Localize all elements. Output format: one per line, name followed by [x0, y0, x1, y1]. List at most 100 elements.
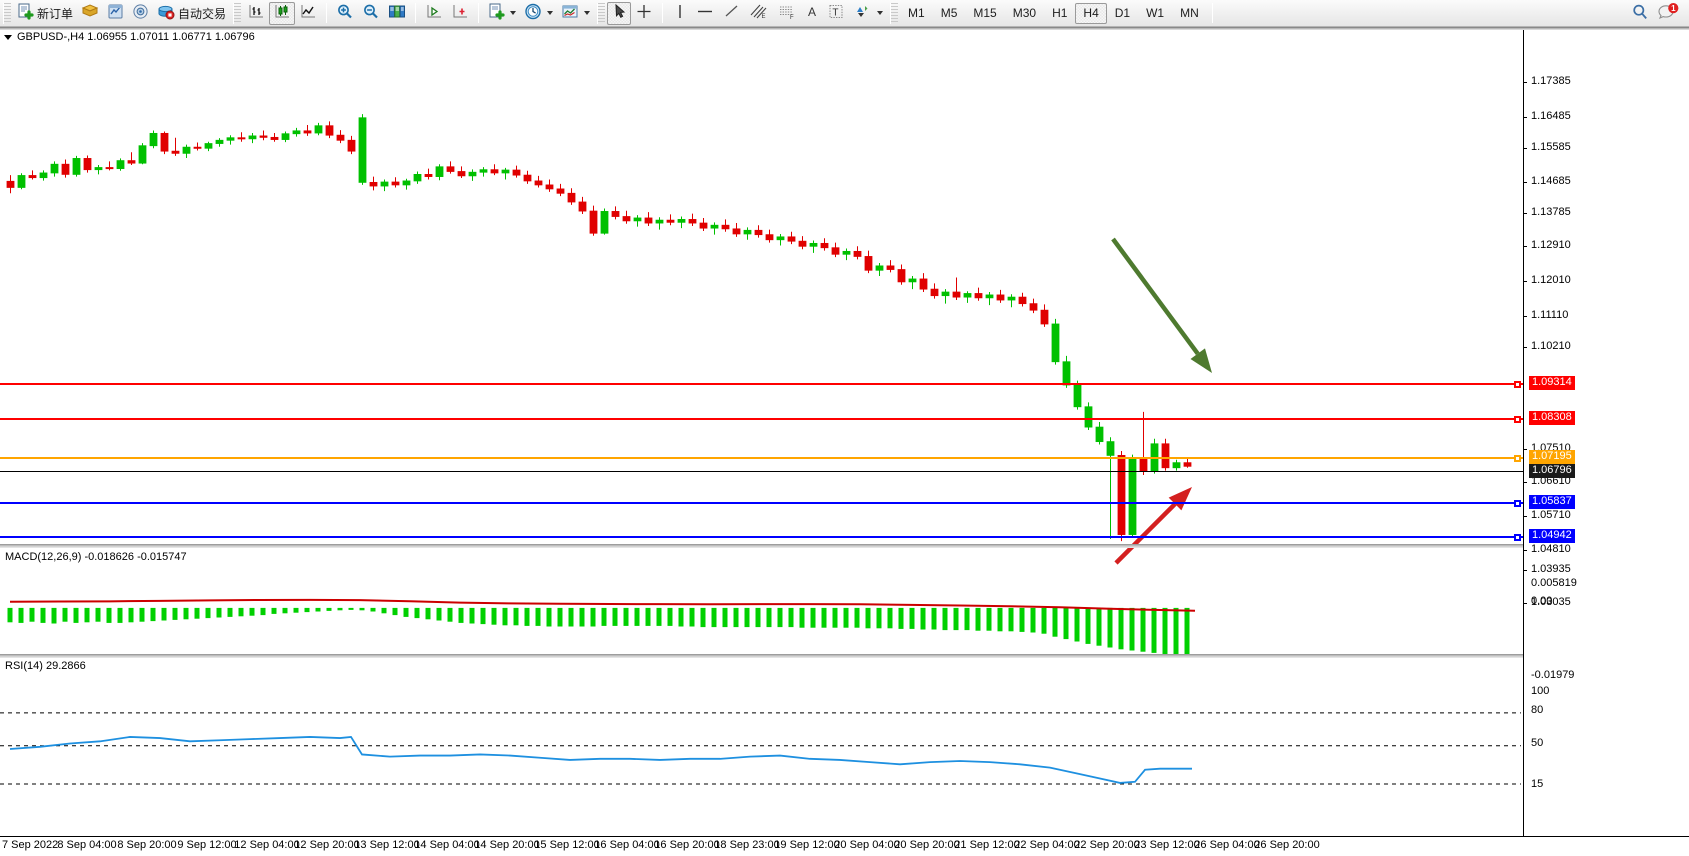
level-line-resistance-2[interactable]: [0, 418, 1523, 420]
period-separator-button[interactable]: [520, 2, 557, 25]
data-window-button[interactable]: [103, 2, 128, 25]
new-order-button[interactable]: 新订单: [13, 2, 77, 25]
new-chart-button[interactable]: [484, 2, 520, 25]
candle-body: [820, 242, 829, 249]
macd-pane: [7, 598, 1196, 657]
toolbar-grip-3[interactable]: [597, 2, 606, 24]
bar-chart-button[interactable]: [243, 2, 269, 25]
time-axis-label: 16 Sep 04:00: [594, 839, 660, 851]
macd-pane-separator[interactable]: [0, 544, 1523, 548]
text-tool-button[interactable]: A: [801, 2, 824, 25]
notifications-icon[interactable]: 1: [1657, 2, 1679, 24]
level-handle-resistance-2[interactable]: [1514, 415, 1521, 423]
candle: [1139, 411, 1148, 476]
cursor-tool-button[interactable]: [607, 1, 632, 25]
candle: [699, 217, 708, 232]
text-label-tool-button[interactable]: T: [824, 2, 848, 25]
period-dropdown-arrow[interactable]: [547, 11, 554, 15]
time-axis[interactable]: 7 Sep 2022 8 Sep 04:00 8 Sep 20:00 9 Sep 12…: [0, 836, 1689, 856]
up-arrow-annotation-shaft[interactable]: [1114, 502, 1177, 565]
indicators-button[interactable]: [557, 2, 594, 25]
time-axis-label: 18 Sep 23:00: [714, 839, 780, 851]
timeframe-d1[interactable]: D1: [1114, 6, 1131, 20]
chart-menu-caret-icon[interactable]: [4, 34, 12, 40]
macd-histogram-bar: [1019, 607, 1025, 632]
macd-histogram-bar: [73, 607, 79, 623]
candle: [28, 170, 37, 180]
terminal-button[interactable]: [77, 2, 103, 25]
timeframe-h1[interactable]: H1: [1052, 6, 1068, 20]
candle: [468, 169, 477, 181]
equidistant-channel-button[interactable]: E: [745, 2, 773, 25]
search-icon[interactable]: [1631, 3, 1649, 24]
navigator-button[interactable]: [128, 2, 153, 25]
macd-histogram-bar: [150, 607, 156, 622]
candle: [655, 217, 664, 230]
vertical-line-tool-button[interactable]: [668, 2, 691, 25]
arrows-dropdown-arrow[interactable]: [877, 11, 884, 15]
indicators-dropdown-arrow[interactable]: [584, 11, 591, 15]
text-icon: A: [806, 3, 820, 23]
macd-histogram-bar: [1096, 607, 1102, 646]
price-axis-line: [1523, 30, 1524, 845]
candle-body: [699, 222, 708, 229]
candle-body: [1018, 296, 1027, 305]
candle-body: [765, 234, 774, 241]
macd-histogram-bar: [469, 607, 475, 624]
time-axis-label: 14 Sep 20:00: [474, 839, 540, 851]
down-arrow-annotation-shaft[interactable]: [1111, 237, 1200, 356]
zoom-out-button[interactable]: [358, 2, 384, 25]
line-chart-button[interactable]: [295, 2, 321, 25]
timeframe-m1[interactable]: M1: [908, 6, 925, 20]
candle-body: [754, 229, 763, 236]
rsi-pane-separator[interactable]: [0, 654, 1523, 658]
fibonacci-tool-button[interactable]: F: [773, 2, 801, 25]
crosshair-tool-button[interactable]: [631, 2, 657, 25]
candle: [248, 133, 257, 144]
market-watch-button[interactable]: [384, 2, 410, 25]
arrows-tool-button[interactable]: [848, 2, 887, 25]
level-line-resistance-1[interactable]: [0, 383, 1523, 385]
timeframe-m30[interactable]: M30: [1012, 6, 1037, 20]
auto-trading-button[interactable]: 自动交易: [153, 2, 230, 25]
candle: [523, 170, 532, 184]
timeframe-m5[interactable]: M5: [940, 6, 958, 20]
timeframe-m15[interactable]: M15: [973, 6, 997, 20]
toolbar-grip-2[interactable]: [233, 2, 242, 24]
level-handle-resistance-1[interactable]: [1514, 380, 1521, 388]
candle: [622, 210, 631, 224]
candle-body: [171, 150, 180, 154]
zoom-in-button[interactable]: [332, 2, 358, 25]
macd-histogram-bar: [865, 607, 871, 629]
candle-body: [633, 217, 642, 222]
level-line-support-2[interactable]: [0, 536, 1523, 538]
timeframe-w1[interactable]: W1: [1146, 6, 1165, 20]
down-arrow-annotation-head[interactable]: [1190, 348, 1213, 373]
candle: [677, 216, 686, 229]
level-handle-support-1[interactable]: [1514, 499, 1521, 507]
toolbar-grip-1[interactable]: [3, 2, 11, 24]
candle: [633, 215, 642, 227]
toolbar-grip-4[interactable]: [890, 2, 899, 24]
candlestick-chart-button[interactable]: [269, 1, 296, 25]
new-chart-dropdown-arrow[interactable]: [510, 11, 517, 15]
chart-canvas-area[interactable]: GBPUSD-,H4 1.06955 1.07011 1.06771 1.067…: [0, 27, 1689, 856]
level-handle-pivot[interactable]: [1514, 454, 1521, 462]
timeframe-h4[interactable]: H4: [1075, 2, 1107, 24]
candle: [512, 165, 521, 178]
chart-shift-button[interactable]: [447, 2, 473, 25]
autoscroll-button[interactable]: [421, 2, 447, 25]
up-arrow-annotation-head[interactable]: [1168, 487, 1192, 511]
trendline-tool-button[interactable]: [719, 2, 745, 25]
level-handle-support-2[interactable]: [1514, 533, 1521, 541]
level-line-support-1[interactable]: [0, 502, 1523, 504]
level-line-pivot[interactable]: [0, 457, 1523, 459]
timeframe-mn[interactable]: MN: [1180, 6, 1199, 20]
level-price-badge-support-2: 1.04942: [1529, 529, 1575, 543]
candle: [864, 250, 873, 274]
candle: [820, 238, 829, 251]
price-axis[interactable]: 1.17385 1.16485 1.15585 1.14685 1.13785 1.129…: [1523, 27, 1689, 842]
horizontal-line-tool-button[interactable]: [691, 2, 719, 25]
price-level-lines[interactable]: [0, 27, 1523, 567]
macd-histogram-bar: [799, 607, 805, 628]
